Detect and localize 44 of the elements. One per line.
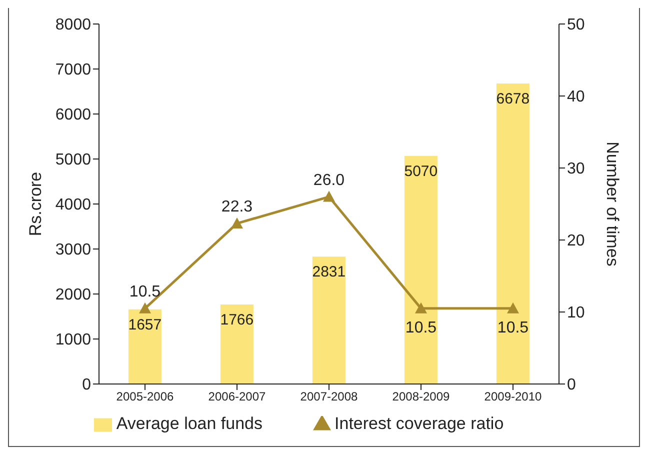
bar bbox=[496, 83, 530, 384]
legend-label: Interest coverage ratio bbox=[334, 414, 504, 433]
legend-label: Average loan funds bbox=[116, 414, 263, 433]
data-label: 5070 bbox=[404, 162, 438, 180]
data-label: 10.5 bbox=[129, 283, 161, 300]
data-label: 22.3 bbox=[221, 198, 253, 216]
y-tick-label: 0 bbox=[82, 376, 92, 394]
y2-tick-label: 40 bbox=[567, 88, 585, 106]
y-tick-label: 1000 bbox=[55, 332, 92, 349]
data-label: 2831 bbox=[312, 264, 346, 281]
data-label: 1657 bbox=[128, 316, 162, 334]
data-label: 26.0 bbox=[313, 172, 345, 189]
bar bbox=[312, 256, 346, 384]
y-tick-label: 7000 bbox=[55, 62, 92, 79]
y2-tick-label: 10 bbox=[567, 304, 585, 322]
y-tick-label: 5000 bbox=[55, 152, 92, 169]
y-tick-label: 6000 bbox=[55, 106, 92, 124]
x-tick-label: 2006-2007 bbox=[208, 390, 266, 404]
data-label: 10.5 bbox=[405, 319, 437, 336]
point bbox=[323, 190, 335, 202]
bar bbox=[404, 156, 438, 384]
x-tick-label: 2008-2009 bbox=[392, 390, 450, 404]
y-tick-label: 4000 bbox=[55, 196, 92, 214]
data-label: 6678 bbox=[496, 90, 530, 108]
data-label: 10.5 bbox=[497, 319, 529, 336]
y-tick-label: 2000 bbox=[55, 286, 92, 304]
point bbox=[415, 302, 427, 314]
y2-tick-label: 20 bbox=[567, 232, 585, 250]
point bbox=[139, 302, 151, 314]
y2-tick-label: 50 bbox=[567, 16, 585, 34]
y2-tick-label: 0 bbox=[567, 376, 576, 394]
x-tick-label: 2009-2010 bbox=[484, 390, 542, 404]
y-tick-label: 8000 bbox=[55, 16, 92, 34]
y2-tick-label: 30 bbox=[567, 160, 585, 178]
data-label: 1766 bbox=[220, 312, 254, 329]
point bbox=[231, 217, 243, 228]
bar bbox=[220, 304, 254, 384]
y-axis-title: Rs.crore bbox=[26, 172, 46, 236]
bar bbox=[128, 309, 162, 384]
point bbox=[507, 302, 519, 314]
y2-axis-title: Number of times bbox=[602, 142, 622, 266]
x-tick-label: 2005-2006 bbox=[116, 390, 174, 404]
x-tick-label: 2007-2008 bbox=[300, 390, 358, 404]
y-tick-label: 3000 bbox=[55, 242, 92, 259]
